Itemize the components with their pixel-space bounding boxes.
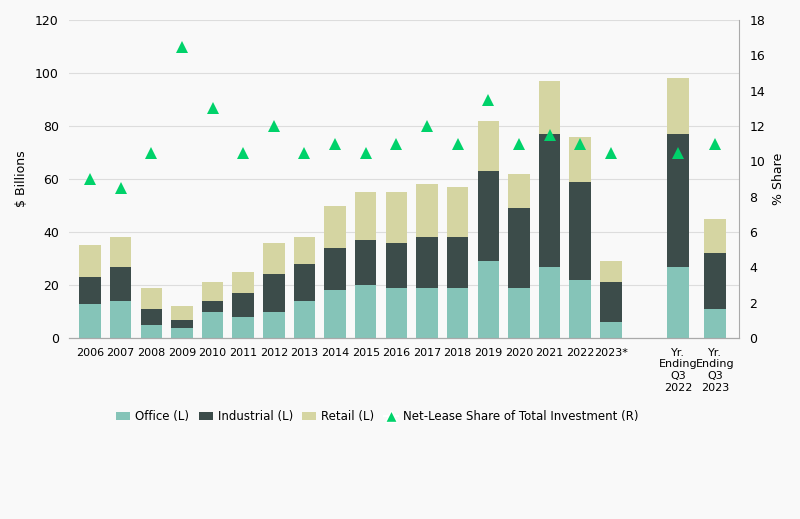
Bar	[538, 81, 560, 134]
Bar	[478, 171, 499, 261]
Bar	[294, 237, 315, 264]
Bar	[600, 261, 622, 282]
Bar	[355, 193, 377, 240]
Bar	[263, 243, 285, 275]
Bar	[263, 311, 285, 338]
Bar	[294, 264, 315, 301]
Bar	[355, 240, 377, 285]
Bar	[324, 248, 346, 291]
Bar	[570, 182, 591, 280]
Bar	[600, 282, 622, 322]
Bar	[478, 261, 499, 338]
Bar	[79, 277, 101, 304]
Bar	[202, 282, 223, 301]
Bar	[171, 306, 193, 320]
Bar	[141, 288, 162, 309]
Bar	[202, 301, 223, 311]
Bar	[447, 288, 468, 338]
Bar	[704, 219, 726, 253]
Bar	[704, 253, 726, 309]
Bar	[324, 291, 346, 338]
Legend: Office (L), Industrial (L), Retail (L), Net-Lease Share of Total Investment (R): Office (L), Industrial (L), Retail (L), …	[111, 405, 642, 428]
Bar	[171, 327, 193, 338]
Bar	[79, 304, 101, 338]
Bar	[233, 272, 254, 293]
Bar	[570, 136, 591, 182]
Bar	[79, 245, 101, 277]
Bar	[233, 317, 254, 338]
Y-axis label: $ Billions: $ Billions	[15, 151, 28, 208]
Bar	[202, 311, 223, 338]
Bar	[416, 288, 438, 338]
Y-axis label: % Share: % Share	[772, 153, 785, 205]
Bar	[233, 293, 254, 317]
Bar	[110, 301, 131, 338]
Bar	[508, 208, 530, 288]
Bar	[386, 193, 407, 243]
Bar	[324, 206, 346, 248]
Bar	[141, 309, 162, 325]
Bar	[141, 325, 162, 338]
Bar	[447, 237, 468, 288]
Bar	[600, 322, 622, 338]
Bar	[508, 174, 530, 208]
Bar	[416, 237, 438, 288]
Bar	[386, 243, 407, 288]
Bar	[704, 309, 726, 338]
Bar	[538, 134, 560, 267]
Bar	[294, 301, 315, 338]
Bar	[570, 280, 591, 338]
Bar	[478, 121, 499, 171]
Bar	[447, 187, 468, 237]
Bar	[263, 275, 285, 311]
Bar	[667, 78, 689, 134]
Bar	[110, 237, 131, 267]
Bar	[667, 134, 689, 267]
Bar	[508, 288, 530, 338]
Bar	[110, 267, 131, 301]
Bar	[386, 288, 407, 338]
Bar	[416, 184, 438, 237]
Bar	[538, 267, 560, 338]
Bar	[355, 285, 377, 338]
Bar	[667, 267, 689, 338]
Bar	[171, 320, 193, 327]
